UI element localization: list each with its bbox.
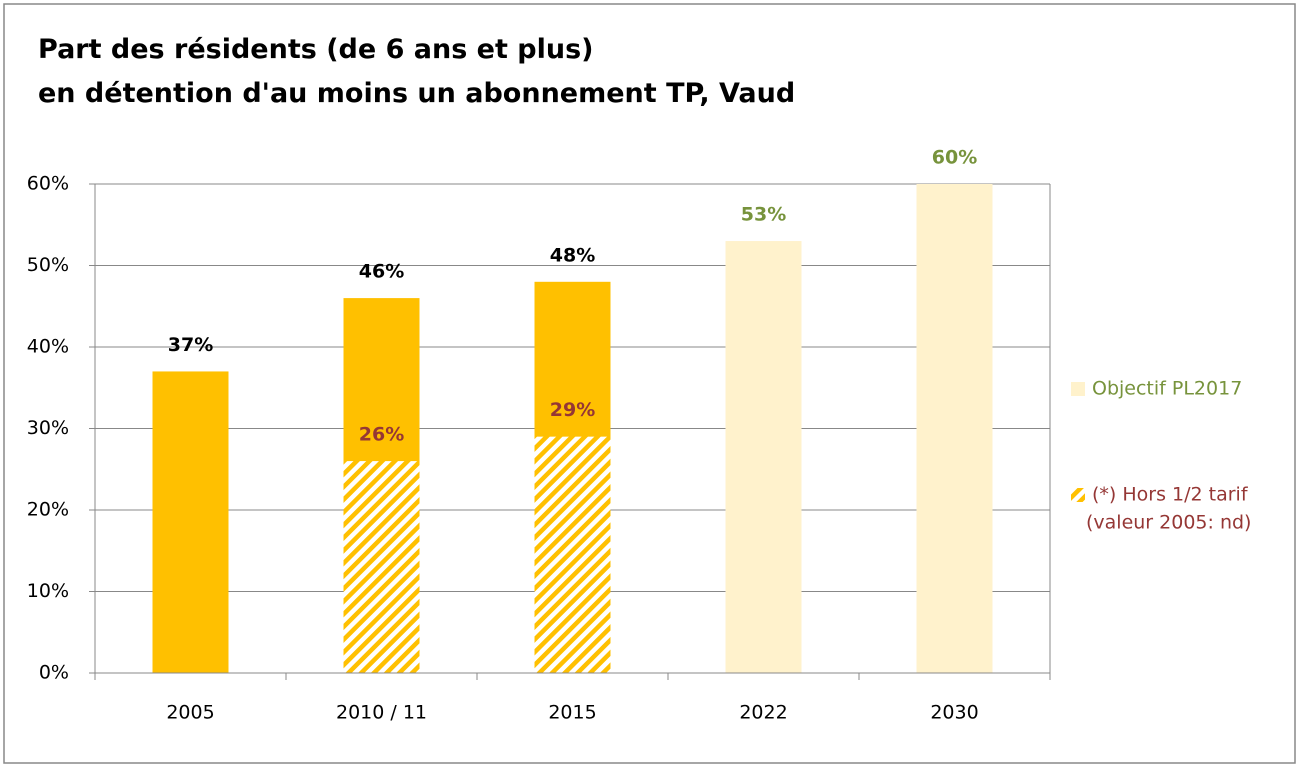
x-tick-label: 2022	[739, 702, 787, 724]
x-tick-label: 2005	[166, 702, 214, 724]
data-label: 37%	[168, 334, 213, 356]
bar	[343, 461, 420, 673]
legend-label: Objectif PL2017	[1092, 378, 1242, 400]
y-tick-label: 40%	[27, 336, 69, 358]
data-label: 26%	[359, 424, 404, 446]
y-tick-label: 60%	[27, 173, 69, 195]
legend-label: (*) Hors 1/2 tarif	[1092, 484, 1249, 506]
bar	[152, 371, 229, 673]
y-tick-label: 20%	[27, 499, 69, 521]
y-tick-label: 50%	[27, 254, 69, 276]
y-tick-label: 10%	[27, 580, 69, 602]
legend-note: (valeur 2005: nd)	[1086, 512, 1251, 534]
legend-swatch	[1071, 488, 1085, 502]
y-tick-label: 0%	[39, 662, 69, 684]
legend-swatch	[1071, 382, 1085, 396]
chart-title: Part des résidents (de 6 ans et plus)	[38, 34, 594, 65]
chart-title: en détention d'au moins un abonnement TP…	[38, 78, 795, 109]
data-label: 60%	[932, 147, 977, 169]
data-label: 53%	[741, 204, 786, 226]
data-label: 29%	[550, 399, 595, 421]
bar	[916, 184, 993, 673]
x-tick-label: 2015	[548, 702, 596, 724]
x-tick-label: 2030	[930, 702, 978, 724]
bar	[725, 241, 802, 674]
x-tick-label: 2010 / 11	[336, 702, 427, 724]
data-label: 46%	[359, 261, 404, 283]
bar	[534, 436, 611, 673]
y-tick-label: 30%	[27, 417, 69, 439]
data-label: 48%	[550, 244, 595, 266]
